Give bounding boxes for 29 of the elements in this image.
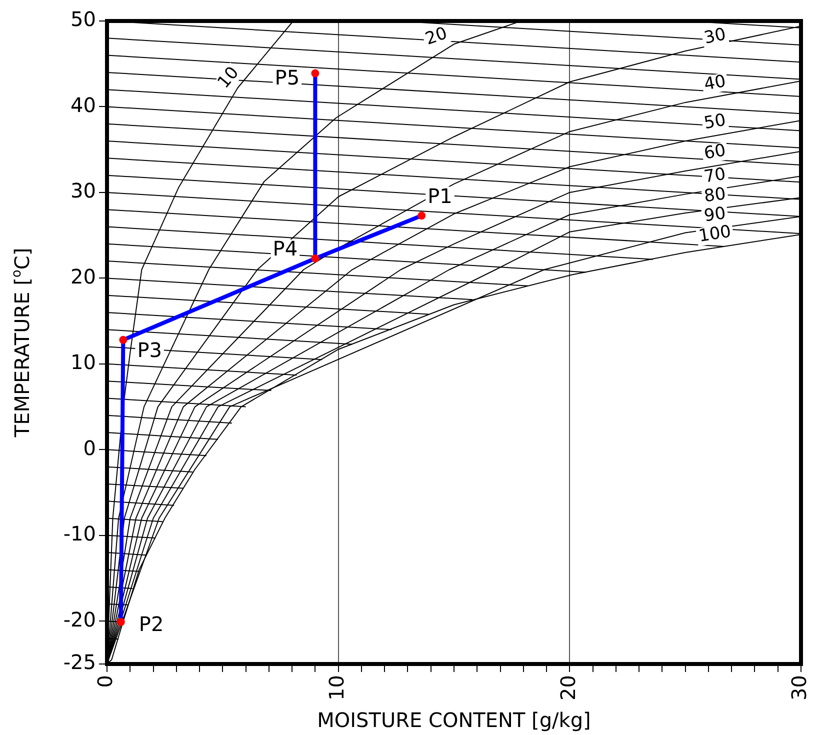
text: 40	[702, 71, 728, 95]
text: 10	[214, 63, 244, 92]
x-tick-label: 10	[324, 675, 349, 700]
x-tick-label: 30	[787, 675, 812, 700]
x-tick-label: 0	[93, 675, 118, 688]
y-tick-label: 50	[70, 7, 96, 32]
y-tick-label: -20	[63, 607, 96, 632]
annotation: P3	[137, 338, 162, 362]
x-axis-title: MOISTURE CONTENT [g/kg]	[317, 708, 591, 732]
x-tick-label: 20	[556, 675, 580, 700]
text: 50	[702, 110, 728, 134]
y-tick-label: 20	[70, 264, 96, 288]
y-tick-label: 10	[70, 350, 96, 374]
text: 70	[702, 164, 728, 188]
y-tick-label: 30	[70, 178, 96, 203]
text: 100	[697, 222, 732, 247]
annotation: P2	[138, 612, 164, 636]
y-tick-label: 40	[70, 92, 96, 117]
annotation: P4	[272, 236, 298, 261]
text: 80	[702, 184, 727, 207]
y-tick-label: -25	[63, 650, 96, 674]
y-axis-title: TEMPERATURE [oC]	[9, 248, 34, 438]
y-tick-label: 0	[83, 436, 96, 460]
annotation: P5	[274, 66, 300, 90]
text: 60	[702, 140, 728, 164]
y-tick-label: -10	[63, 522, 96, 546]
text: 30	[702, 24, 728, 48]
text: 20	[422, 23, 450, 50]
annotation: P1	[428, 184, 452, 208]
